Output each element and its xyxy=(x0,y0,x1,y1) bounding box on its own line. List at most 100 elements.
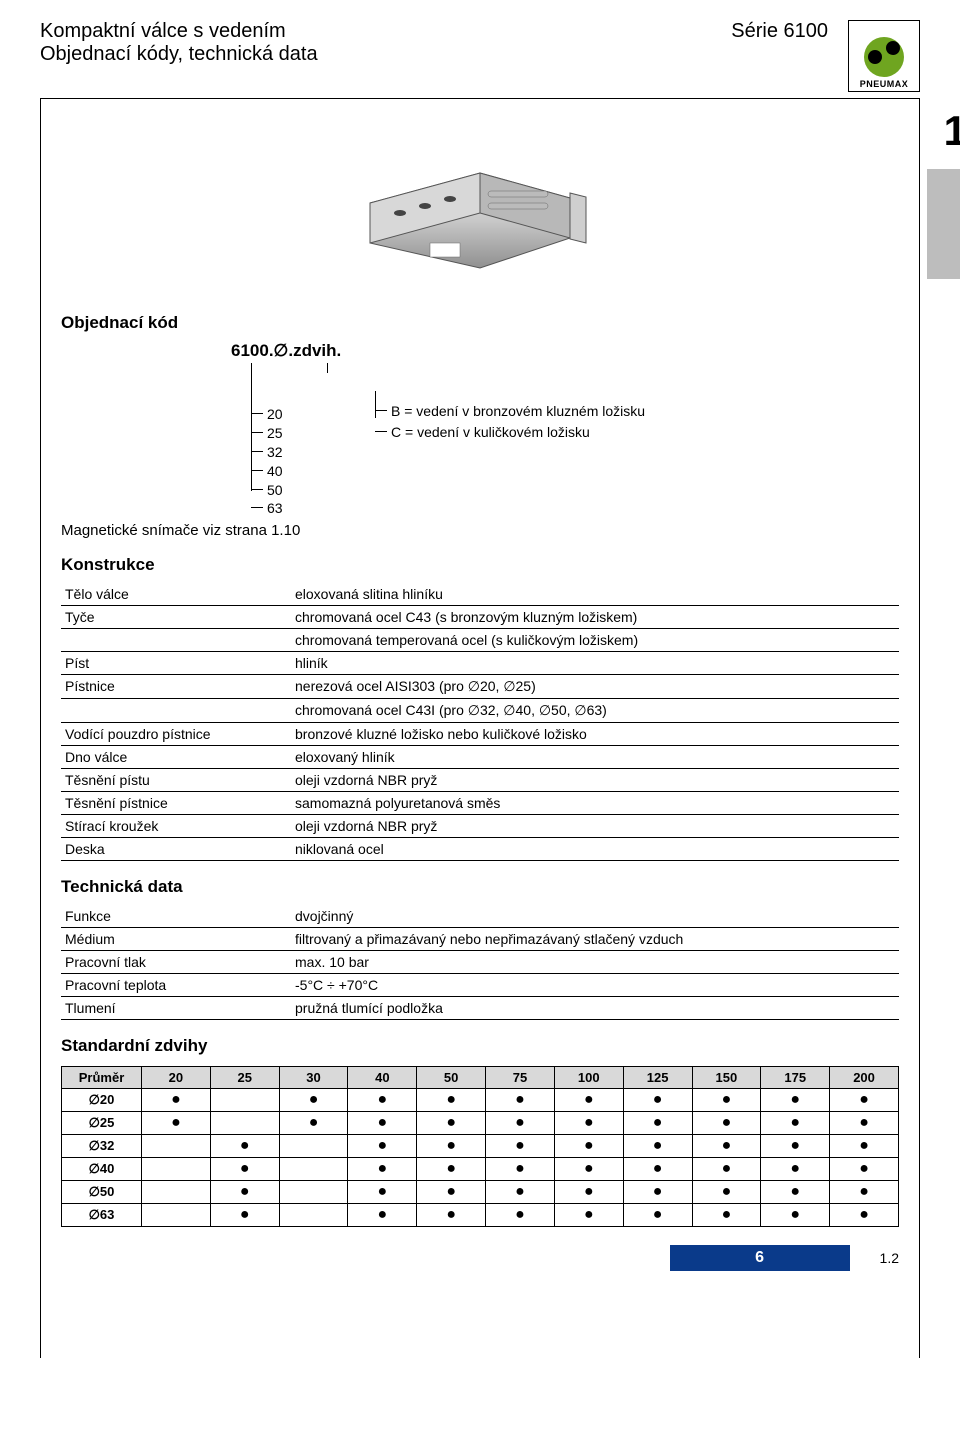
spec-label: Funkce xyxy=(61,905,291,928)
strokes-cell: ● xyxy=(623,1158,692,1181)
strokes-cell: ● xyxy=(623,1204,692,1227)
bore-option: 40 xyxy=(267,462,341,481)
dot-icon: ● xyxy=(790,1114,800,1131)
dot-icon: ● xyxy=(378,1114,388,1131)
subpage-number: 1.2 xyxy=(880,1250,899,1266)
dot-icon: ● xyxy=(790,1206,800,1223)
dot-icon: ● xyxy=(378,1206,388,1223)
spec-value: bronzové kluzné ložisko nebo kuličkové l… xyxy=(291,723,899,746)
dot-icon: ● xyxy=(722,1091,732,1108)
spec-value: samomazná polyuretanová směs xyxy=(291,792,899,815)
strokes-cell: ● xyxy=(486,1204,555,1227)
strokes-cell: ● xyxy=(761,1135,830,1158)
guide-option: B = vedení v bronzovém kluzném ložisku xyxy=(391,401,645,422)
strokes-column: 50 xyxy=(417,1067,486,1089)
strokes-column: 75 xyxy=(486,1067,555,1089)
strokes-row-bore: ∅63 xyxy=(62,1204,142,1227)
page-number-badge: 6 xyxy=(670,1245,850,1271)
bore-option: 63 xyxy=(267,499,341,518)
strokes-column: 150 xyxy=(692,1067,761,1089)
dot-icon: ● xyxy=(378,1183,388,1200)
strokes-row-bore: ∅25 xyxy=(62,1112,142,1135)
strokes-cell xyxy=(279,1204,348,1227)
bore-option: 25 xyxy=(267,424,341,443)
dot-icon: ● xyxy=(653,1137,663,1154)
strokes-cell: ● xyxy=(142,1112,211,1135)
strokes-column: 200 xyxy=(830,1067,899,1089)
strokes-cell: ● xyxy=(761,1112,830,1135)
techdata-heading: Technická data xyxy=(61,877,899,897)
spec-label: Vodící pouzdro pístnice xyxy=(61,723,291,746)
spec-label: Těsnění pístnice xyxy=(61,792,291,815)
side-tab xyxy=(927,169,960,279)
spec-value: eloxovaná slitina hliníku xyxy=(291,583,899,606)
strokes-cell: ● xyxy=(486,1181,555,1204)
order-code-heading: Objednací kód xyxy=(61,313,899,333)
strokes-cell: ● xyxy=(830,1204,899,1227)
dot-icon: ● xyxy=(584,1160,594,1177)
strokes-cell: ● xyxy=(623,1135,692,1158)
spec-value: dvojčinný xyxy=(291,905,899,928)
strokes-cell xyxy=(279,1158,348,1181)
strokes-cell: ● xyxy=(623,1181,692,1204)
spec-value: oleji vzdorná NBR pryž xyxy=(291,815,899,838)
strokes-cell: ● xyxy=(348,1089,417,1112)
dot-icon: ● xyxy=(446,1137,456,1154)
spec-value: chromovaná ocel C43 (s bronzovým kluzným… xyxy=(291,606,899,629)
dot-icon: ● xyxy=(859,1091,869,1108)
strokes-cell: ● xyxy=(279,1112,348,1135)
page-title-line1: Kompaktní válce s vedením xyxy=(40,20,318,43)
dot-icon: ● xyxy=(584,1137,594,1154)
strokes-cell xyxy=(210,1112,279,1135)
strokes-cell: ● xyxy=(761,1089,830,1112)
dot-icon: ● xyxy=(859,1160,869,1177)
dot-icon: ● xyxy=(446,1160,456,1177)
spec-label: Dno válce xyxy=(61,746,291,769)
strokes-cell xyxy=(210,1089,279,1112)
dot-icon: ● xyxy=(653,1206,663,1223)
strokes-column: 30 xyxy=(279,1067,348,1089)
spec-value: eloxovaný hliník xyxy=(291,746,899,769)
spec-value: -5°C ÷ +70°C xyxy=(291,974,899,997)
strokes-cell: ● xyxy=(623,1112,692,1135)
dot-icon: ● xyxy=(722,1183,732,1200)
strokes-cell: ● xyxy=(486,1158,555,1181)
construction-heading: Konstrukce xyxy=(61,555,899,575)
strokes-cell: ● xyxy=(417,1089,486,1112)
strokes-cell: ● xyxy=(348,1158,417,1181)
strokes-cell: ● xyxy=(692,1158,761,1181)
strokes-cell xyxy=(142,1181,211,1204)
strokes-column: 175 xyxy=(761,1067,830,1089)
dot-icon: ● xyxy=(653,1160,663,1177)
dot-icon: ● xyxy=(240,1206,250,1223)
dot-icon: ● xyxy=(240,1183,250,1200)
strokes-table: Průměr202530405075100125150175200∅20●●●●… xyxy=(61,1066,899,1227)
strokes-column: 25 xyxy=(210,1067,279,1089)
dot-icon: ● xyxy=(515,1137,525,1154)
strokes-cell: ● xyxy=(142,1089,211,1112)
brand-logo: PNEUMAX xyxy=(848,20,920,92)
dot-icon: ● xyxy=(584,1091,594,1108)
strokes-cell: ● xyxy=(830,1181,899,1204)
dot-icon: ● xyxy=(790,1137,800,1154)
dot-icon: ● xyxy=(722,1137,732,1154)
dot-icon: ● xyxy=(171,1114,181,1131)
strokes-cell: ● xyxy=(554,1181,623,1204)
strokes-cell xyxy=(142,1158,211,1181)
dot-icon: ● xyxy=(515,1114,525,1131)
strokes-row-bore: ∅50 xyxy=(62,1181,142,1204)
strokes-cell: ● xyxy=(417,1135,486,1158)
magnetic-sensor-note: Magnetické snímače viz strana 1.10 xyxy=(61,522,899,539)
strokes-cell: ● xyxy=(417,1158,486,1181)
dot-icon: ● xyxy=(790,1091,800,1108)
strokes-row-bore: ∅20 xyxy=(62,1089,142,1112)
strokes-cell: ● xyxy=(830,1089,899,1112)
dot-icon: ● xyxy=(446,1183,456,1200)
dot-icon: ● xyxy=(171,1091,181,1108)
dot-icon: ● xyxy=(653,1114,663,1131)
spec-value: hliník xyxy=(291,652,899,675)
spec-label: Tlumení xyxy=(61,997,291,1020)
strokes-cell xyxy=(279,1181,348,1204)
strokes-cell: ● xyxy=(830,1135,899,1158)
strokes-cell xyxy=(279,1135,348,1158)
